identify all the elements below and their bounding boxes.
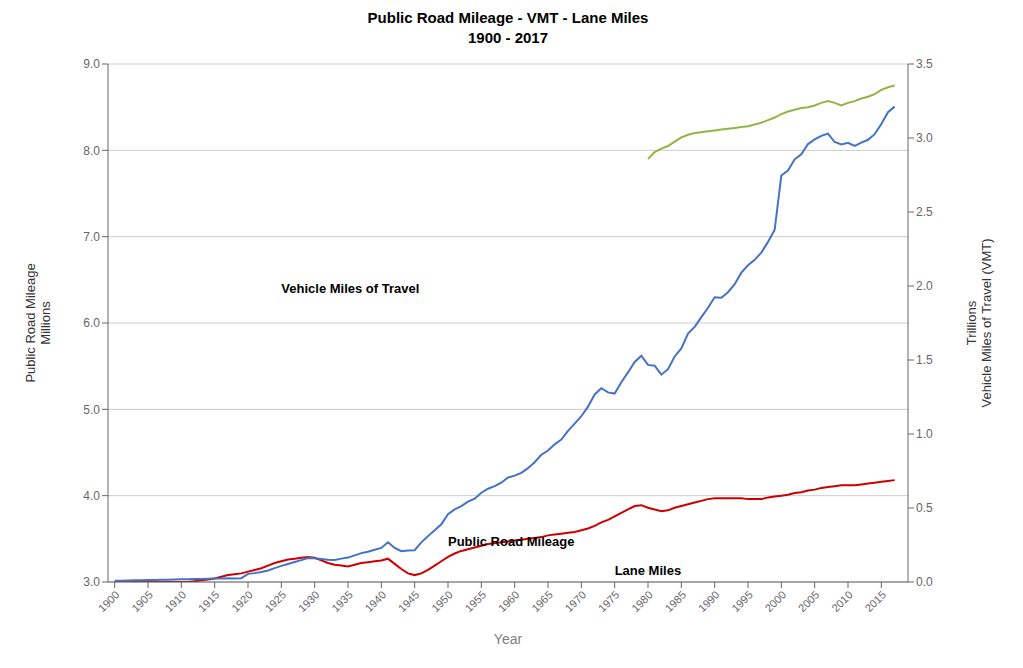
svg-text:7.0: 7.0: [83, 230, 100, 244]
svg-text:9.0: 9.0: [83, 57, 100, 71]
svg-text:1970: 1970: [562, 588, 588, 614]
svg-text:2015: 2015: [862, 588, 888, 614]
svg-text:1.0: 1.0: [916, 427, 933, 441]
svg-text:1980: 1980: [629, 588, 655, 614]
svg-text:1920: 1920: [229, 588, 255, 614]
svg-text:1990: 1990: [696, 588, 722, 614]
svg-text:1930: 1930: [296, 588, 322, 614]
svg-text:Public Road Mileage: Public Road Mileage: [23, 263, 38, 382]
svg-text:5.0: 5.0: [83, 403, 100, 417]
svg-text:0.0: 0.0: [916, 575, 933, 589]
svg-text:1945: 1945: [396, 588, 422, 614]
svg-text:1935: 1935: [329, 588, 355, 614]
svg-text:1.5: 1.5: [916, 353, 933, 367]
svg-text:8.0: 8.0: [83, 144, 100, 158]
svg-text:Lane Miles: Lane Miles: [615, 563, 681, 578]
html-text:Public Road Mileage - VMT - La: Public Road Mileage - VMT - Lane Miles: [367, 9, 649, 26]
svg-text:1955: 1955: [462, 588, 488, 614]
svg-text:1995: 1995: [729, 588, 755, 614]
svg-text:4.0: 4.0: [83, 489, 100, 503]
svg-text:6.0: 6.0: [83, 316, 100, 330]
svg-text:0.5: 0.5: [916, 501, 933, 515]
svg-text:Public Road Mileage: Public Road Mileage: [448, 534, 574, 549]
svg-text:1960: 1960: [496, 588, 522, 614]
svg-text:3.0: 3.0: [916, 131, 933, 145]
svg-text:Vehicle Miles of Travel: Vehicle Miles of Travel: [281, 281, 419, 296]
svg-text:1950: 1950: [429, 588, 455, 614]
svg-text:1965: 1965: [529, 588, 555, 614]
svg-text:2010: 2010: [829, 588, 855, 614]
svg-text:1975: 1975: [596, 588, 622, 614]
svg-text:1900: 1900: [96, 588, 122, 614]
svg-text:1915: 1915: [196, 588, 222, 614]
svg-text:Vehicle Miles of Travel (VMT): Vehicle Miles of Travel (VMT): [979, 238, 994, 407]
svg-text:1905: 1905: [129, 588, 155, 614]
svg-text:2.0: 2.0: [916, 279, 933, 293]
svg-text:Trillions: Trillions: [964, 300, 979, 345]
svg-text:1940: 1940: [362, 588, 388, 614]
svg-text:2000: 2000: [762, 588, 788, 614]
svg-text:2005: 2005: [796, 588, 822, 614]
svg-text:3.5: 3.5: [916, 57, 933, 71]
svg-text:1910: 1910: [162, 588, 188, 614]
svg-text:Millions: Millions: [38, 301, 53, 345]
svg-text:2.5: 2.5: [916, 205, 933, 219]
svg-text:Year: Year: [494, 631, 523, 647]
html-text:1900 - 2017: 1900 - 2017: [468, 29, 548, 46]
svg-text:1985: 1985: [662, 588, 688, 614]
svg-text:3.0: 3.0: [83, 575, 100, 589]
svg-text:1925: 1925: [262, 588, 288, 614]
